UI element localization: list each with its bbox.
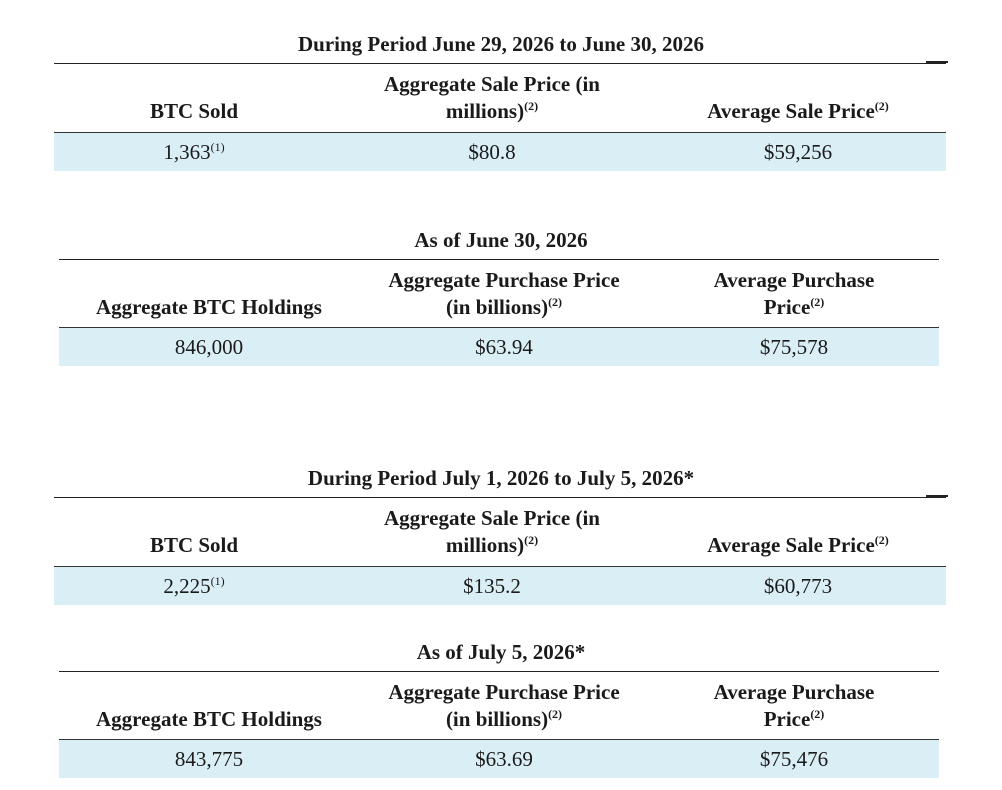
aggregate-purchase-price-value: $63.69 <box>475 747 533 771</box>
table-row: 843,775 $63.69 $75,476 <box>59 739 939 778</box>
sales-period-2-rule-stub <box>926 495 948 497</box>
table-row: 2,225(1) $135.2 $60,773 <box>54 566 946 605</box>
average-purchase-price-value: $75,476 <box>759 747 829 771</box>
column-header-aggregate-purchase-price: Aggregate Purchase Price (in billions)(2… <box>388 268 620 319</box>
average-purchase-price-value: $75,578 <box>759 335 829 359</box>
holdings-1-title: As of June 30, 2026 <box>414 228 588 252</box>
column-header-average-sale-price: Average Sale Price(2) <box>707 99 889 123</box>
average-sale-price-value: $60,773 <box>763 574 833 598</box>
footnote-marker: (2) <box>524 533 539 547</box>
aggregate-sale-price-value: $135.2 <box>463 574 521 598</box>
column-header-average-sale-price: Average Sale Price(2) <box>707 533 889 557</box>
footnote-marker: (2) <box>810 707 825 721</box>
footnote-marker: (2) <box>548 295 563 309</box>
aggregate-sale-price-value: $80.8 <box>468 140 516 164</box>
column-header-aggregate-btc-holdings: Aggregate BTC Holdings <box>96 295 322 319</box>
column-header-aggregate-btc-holdings: Aggregate BTC Holdings <box>96 707 322 731</box>
table-row: 1,363(1) $80.8 $59,256 <box>54 132 946 171</box>
btc-holdings-value: 843,775 <box>174 747 244 771</box>
column-header-average-purchase-price: Average Purchase Price(2) <box>713 268 875 319</box>
holdings-1-top-rule <box>59 259 939 260</box>
sales-period-1-top-rule <box>54 63 946 64</box>
sales-period-2-top-rule <box>54 497 946 498</box>
column-header-aggregate-purchase-price: Aggregate Purchase Price (in billions)(2… <box>388 680 620 731</box>
column-header-btc-sold: BTC Sold <box>149 533 239 557</box>
column-header-average-purchase-price: Average Purchase Price(2) <box>713 680 875 731</box>
footnote-marker: (2) <box>874 533 889 547</box>
footnote-marker: (1) <box>210 574 225 588</box>
btc-holdings-value: 846,000 <box>174 335 244 359</box>
average-sale-price-value: $59,256 <box>763 140 833 164</box>
footnote-marker: (2) <box>810 295 825 309</box>
holdings-2-title: As of July 5, 2026* <box>416 640 586 664</box>
btc-sold-value: 1,363(1) <box>163 140 225 164</box>
table-row: 846,000 $63.94 $75,578 <box>59 327 939 366</box>
column-header-aggregate-sale-price: Aggregate Sale Price (in millions)(2) <box>384 506 600 557</box>
sales-period-2-title: During Period July 1, 2026 to July 5, 20… <box>307 466 695 490</box>
aggregate-purchase-price-value: $63.94 <box>475 335 533 359</box>
holdings-2-top-rule <box>59 671 939 672</box>
sales-period-1-title: During Period June 29, 2026 to June 30, … <box>297 32 704 56</box>
footnote-marker: (1) <box>210 140 225 154</box>
footnote-marker: (2) <box>524 99 539 113</box>
column-header-aggregate-sale-price: Aggregate Sale Price (in millions)(2) <box>384 72 600 123</box>
footnote-marker: (2) <box>548 707 563 721</box>
sales-period-1-rule-stub <box>926 61 948 63</box>
column-header-btc-sold: BTC Sold <box>149 99 239 123</box>
btc-sold-value: 2,225(1) <box>163 574 225 598</box>
footnote-marker: (2) <box>874 99 889 113</box>
